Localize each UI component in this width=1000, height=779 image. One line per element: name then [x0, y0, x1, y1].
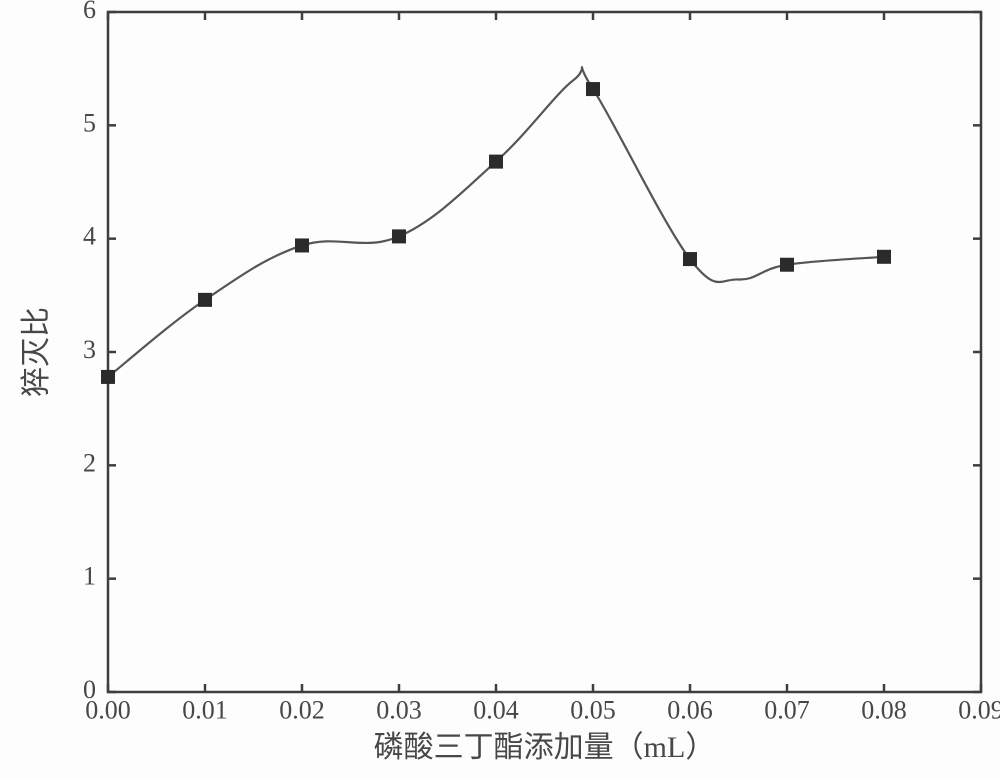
x-tick-label: 0.04	[473, 695, 519, 724]
x-tick-label: 0.06	[667, 695, 713, 724]
y-tick-label: 4	[83, 222, 96, 251]
chart-container: 0.000.010.020.030.040.050.060.070.080.09…	[0, 0, 1000, 779]
chart-svg: 0.000.010.020.030.040.050.060.070.080.09…	[0, 0, 1000, 779]
y-tick-label: 3	[83, 335, 96, 364]
data-marker	[490, 155, 503, 168]
y-tick-label: 2	[83, 448, 96, 477]
plot-background	[108, 12, 981, 692]
data-marker	[296, 239, 309, 252]
x-tick-label: 0.07	[764, 695, 810, 724]
x-tick-label: 0.02	[279, 695, 325, 724]
x-tick-label: 0.09	[958, 695, 1000, 724]
x-tick-labels: 0.000.010.020.030.040.050.060.070.080.09	[85, 695, 1000, 724]
y-tick-label: 5	[83, 108, 96, 137]
data-marker	[199, 293, 212, 306]
x-tick-label: 0.01	[182, 695, 228, 724]
data-marker	[102, 370, 115, 383]
y-axis-label: 猝灭比	[20, 307, 53, 397]
x-tick-label: 0.08	[861, 695, 907, 724]
y-tick-labels: 0 1 2 3 4 5 6	[83, 0, 96, 704]
y-tick-label: 0	[83, 675, 96, 704]
x-axis-label: 磷酸三丁酯添加量（mL）	[374, 731, 716, 764]
x-tick-label: 0.03	[376, 695, 422, 724]
x-tick-label: 0.05	[570, 695, 616, 724]
data-marker	[587, 83, 600, 96]
data-marker	[684, 253, 697, 266]
y-tick-label: 6	[83, 0, 96, 24]
y-tick-label: 1	[83, 562, 96, 591]
data-marker	[393, 230, 406, 243]
data-marker	[878, 250, 891, 263]
data-marker	[781, 258, 794, 271]
